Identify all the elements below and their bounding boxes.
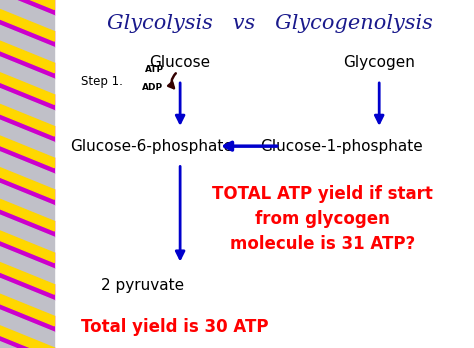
Polygon shape [0,89,55,127]
Polygon shape [0,294,55,326]
Text: Step 1.: Step 1. [81,75,122,88]
Polygon shape [0,231,55,269]
Polygon shape [0,326,55,348]
Polygon shape [0,73,55,104]
Polygon shape [0,120,55,158]
Polygon shape [0,247,55,285]
Polygon shape [0,9,55,41]
Polygon shape [0,0,55,9]
Text: ATP: ATP [145,65,164,74]
Polygon shape [0,168,55,199]
Polygon shape [0,310,55,348]
Text: Glycogen: Glycogen [343,55,415,70]
Polygon shape [0,183,55,221]
Polygon shape [0,278,55,316]
Text: ADP: ADP [142,83,164,92]
Polygon shape [0,199,55,237]
Polygon shape [0,73,55,111]
Polygon shape [0,152,55,190]
Polygon shape [0,199,55,231]
Text: Total yield is 30 ATP: Total yield is 30 ATP [81,318,268,336]
Polygon shape [0,231,55,263]
Text: Glucose: Glucose [150,55,210,70]
Text: 2 pyruvate: 2 pyruvate [100,278,184,293]
Polygon shape [0,41,55,79]
Polygon shape [0,136,55,168]
Text: Glucose-1-phosphate: Glucose-1-phosphate [260,139,423,154]
Polygon shape [0,57,55,95]
Polygon shape [0,263,55,294]
Polygon shape [0,104,55,136]
Polygon shape [0,215,55,253]
Polygon shape [0,168,55,206]
Polygon shape [0,9,55,47]
Polygon shape [0,25,55,63]
Polygon shape [0,41,55,73]
Polygon shape [0,294,55,332]
Polygon shape [0,136,55,174]
Polygon shape [0,0,55,32]
Bar [0,0,55,348]
Text: Glucose-6-phosphate: Glucose-6-phosphate [70,139,233,154]
Polygon shape [0,326,55,348]
Polygon shape [0,263,55,301]
Polygon shape [0,104,55,142]
Polygon shape [0,0,55,16]
Polygon shape [0,342,55,348]
Text: Glycolysis   vs   Glycogenolysis: Glycolysis vs Glycogenolysis [107,14,433,33]
Text: TOTAL ATP yield if start
from glycogen
molecule is 31 ATP?: TOTAL ATP yield if start from glycogen m… [212,185,433,253]
